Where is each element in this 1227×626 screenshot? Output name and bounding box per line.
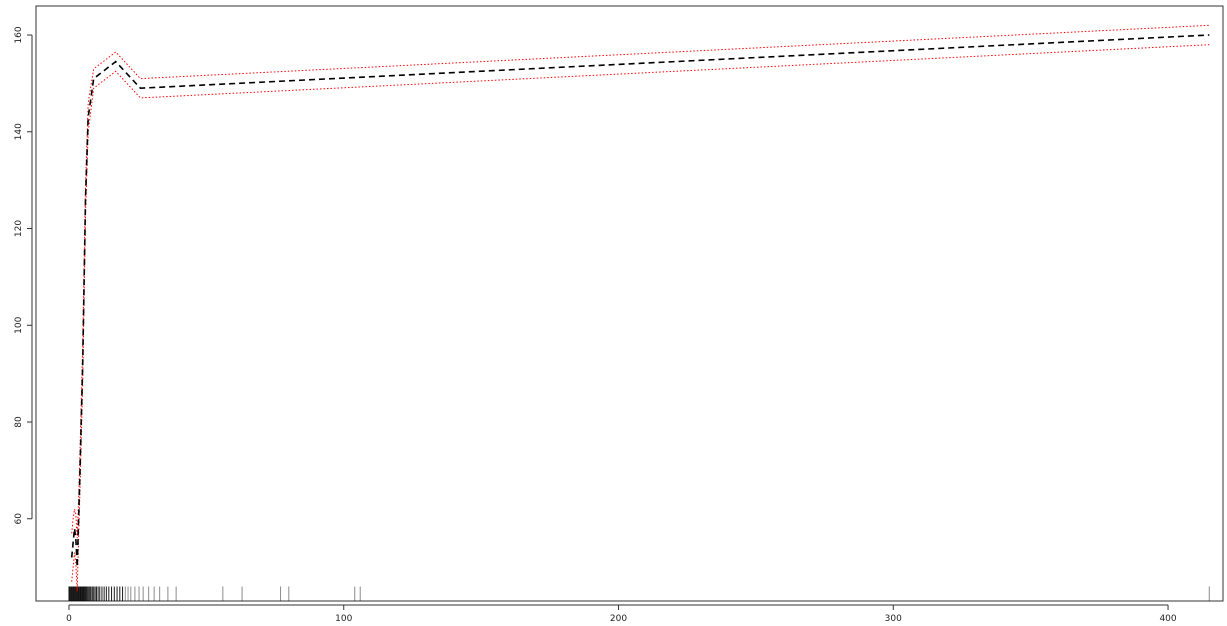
series-lines	[70, 24, 1210, 592]
y-tick-label: 160	[14, 26, 24, 43]
y-tick-label: 100	[14, 316, 24, 333]
y-tick-label: 80	[14, 416, 24, 428]
x-tick-label: 200	[610, 614, 627, 624]
series-lower-band	[71, 44, 1210, 592]
x-tick-label: 0	[66, 614, 72, 624]
series-fit	[70, 34, 1210, 568]
y-tick-label: 120	[14, 220, 24, 237]
series-upper-band	[71, 24, 1210, 539]
plot-frame	[35, 5, 1224, 602]
x-axis: 0 100 200 300 400	[66, 604, 1177, 624]
x-tick-label: 400	[1159, 614, 1176, 624]
y-tick-label: 140	[14, 123, 24, 140]
y-axis: 60 80 100 120 140 160	[14, 26, 33, 525]
x-tick-label: 300	[885, 614, 902, 624]
x-tick-label: 100	[335, 614, 352, 624]
y-tick-label: 60	[14, 513, 24, 525]
rug-marks	[68, 586, 1210, 601]
